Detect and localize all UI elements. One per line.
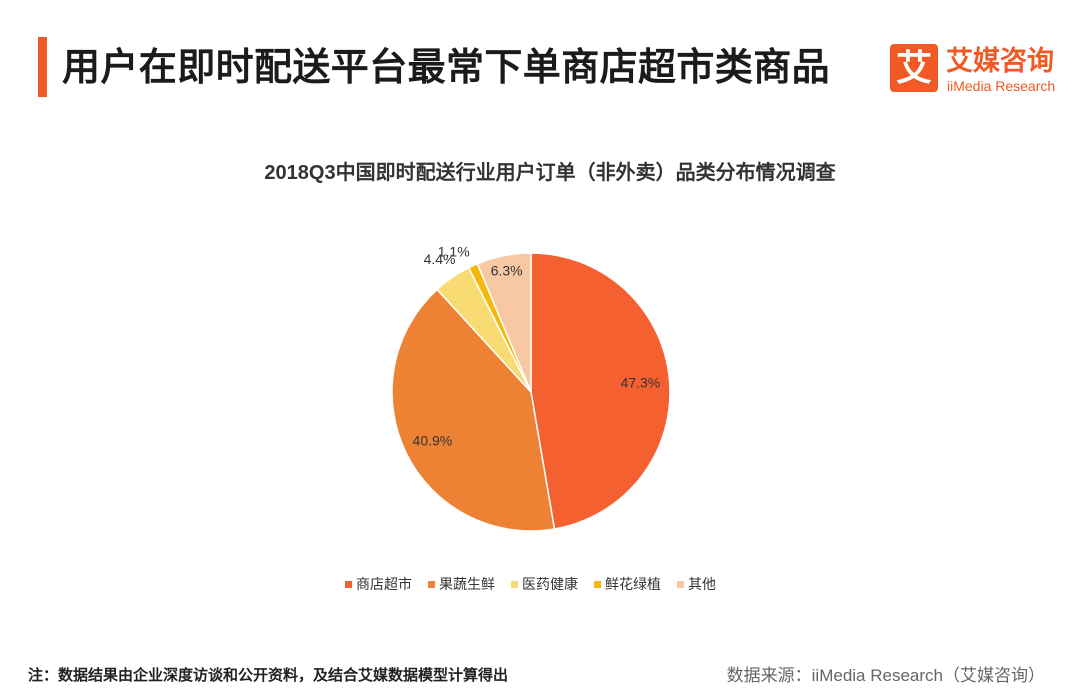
pie-slice-1 <box>530 252 671 530</box>
data-label-5: 6.3% <box>491 263 523 279</box>
legend-item-2: 果蔬生鲜 <box>428 574 495 594</box>
brand-name: 艾媒咨询 <box>946 46 1054 76</box>
chart-legend: 商店超市 果蔬生鲜 医药健康 鲜花绿植 其他 <box>345 574 716 594</box>
legend-label: 鲜花绿植 <box>605 576 661 592</box>
legend-item-5: 其他 <box>677 574 716 594</box>
legend-label: 果蔬生鲜 <box>439 576 495 592</box>
legend-marker-icon <box>428 580 435 588</box>
legend-label: 商店超市 <box>356 576 412 592</box>
legend-item-4: 鲜花绿植 <box>594 574 661 594</box>
pie-slice-5 <box>476 252 532 393</box>
page-title: 用户在即时配送平台最常下单商店超市类商品 <box>62 47 831 89</box>
brand-logo-icon: 艾 <box>890 44 938 92</box>
legend-label: 医药健康 <box>522 576 578 592</box>
title-accent-bar <box>38 37 47 97</box>
pie-slice-2 <box>391 288 556 532</box>
legend-marker-icon <box>511 580 518 588</box>
pie-chart: 47.3% 40.9% 4.4%1.1% 6.3% <box>391 243 671 532</box>
data-label-2: 40.9% <box>413 432 453 448</box>
data-label-1: 47.3% <box>621 375 661 391</box>
footer-note: 注：数据结果由企业深度访谈和公开资料，及结合艾媒数据模型计算得出 <box>28 667 509 684</box>
data-label-4: 1.1% <box>438 243 470 259</box>
legend-marker-icon <box>594 580 601 588</box>
data-label-3: 4.4% <box>424 251 456 267</box>
footer-source: 数据来源：iiMedia Research（艾媒咨询） <box>726 666 1045 685</box>
legend-item-3: 医药健康 <box>511 574 578 594</box>
chart-title: 2018Q3中国即时配送行业用户订单（非外卖）品类分布情况调查 <box>264 162 836 184</box>
legend-marker-icon <box>345 580 352 588</box>
legend-item-1: 商店超市 <box>345 574 412 594</box>
brand-name-en: iiMedia Research <box>947 78 1056 94</box>
legend-label: 其他 <box>688 576 716 592</box>
legend-marker-icon <box>677 580 684 588</box>
